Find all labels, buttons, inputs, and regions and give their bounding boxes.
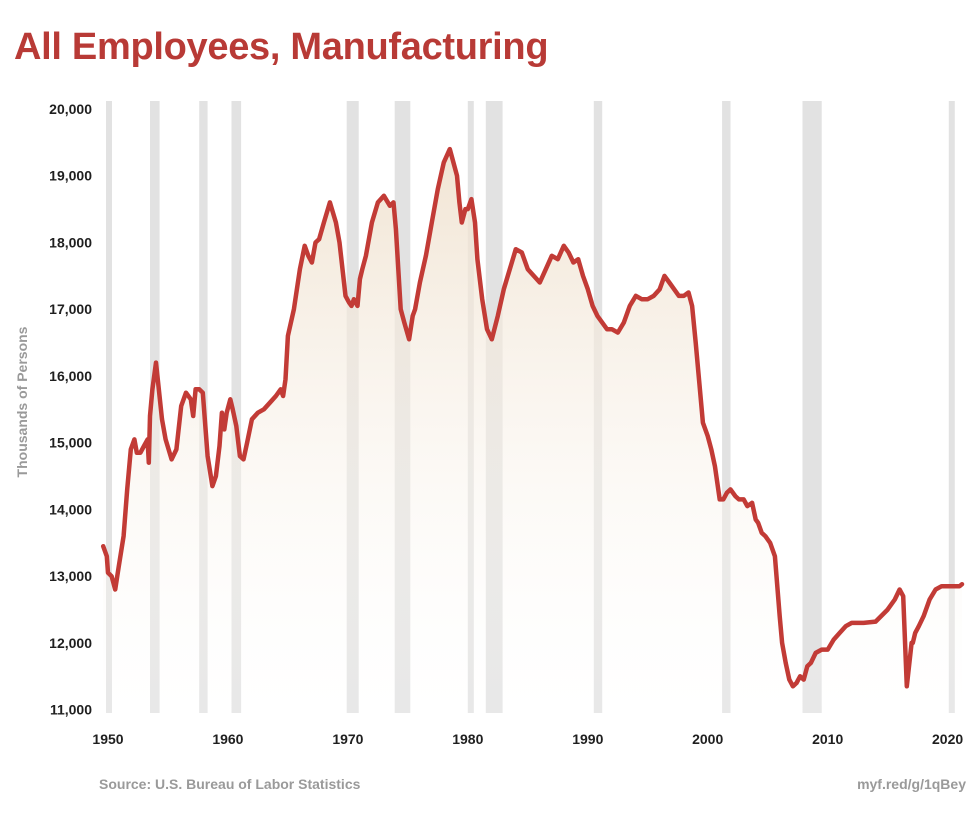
recession-band <box>231 101 242 713</box>
x-tick-label: 2000 <box>692 731 723 747</box>
x-tick-label: 1990 <box>572 731 603 747</box>
x-tick-label: 2020 <box>932 731 963 747</box>
recession-band <box>106 101 112 713</box>
y-tick-label: 14,000 <box>49 501 92 517</box>
y-tick-label: 16,000 <box>49 368 92 384</box>
short-link: myf.red/g/1qBey <box>857 776 966 792</box>
y-axis-label: Thousands of Persons <box>14 326 30 477</box>
source-note: Source: U.S. Bureau of Labor Statistics <box>99 776 361 792</box>
y-axis: 11,000 12,000 13,000 14,000 15,000 16,000 17,0… <box>49 101 92 718</box>
y-tick-label: 12,000 <box>49 635 92 651</box>
y-tick-label: 11,000 <box>50 702 92 718</box>
y-tick-label: 17,000 <box>49 301 92 317</box>
x-tick-label: 1950 <box>92 731 123 747</box>
recession-band <box>948 101 955 713</box>
y-tick-label: 18,000 <box>49 235 92 251</box>
y-tick-label: 13,000 <box>49 568 92 584</box>
recession-band <box>722 101 731 713</box>
x-tick-label: 1970 <box>332 731 363 747</box>
chart-title: All Employees, Manufacturing <box>14 26 549 68</box>
recession-band <box>802 101 822 713</box>
x-tick-label: 1960 <box>212 731 243 747</box>
y-tick-label: 15,000 <box>49 435 92 451</box>
series-line <box>100 146 965 689</box>
x-axis: 1950 1960 1970 1980 1990 2000 2010 2020 <box>92 731 963 747</box>
series-area <box>103 149 962 714</box>
x-tick-label: 2010 <box>812 731 843 747</box>
y-tick-label: 19,000 <box>49 168 92 184</box>
x-tick-label: 1980 <box>452 731 483 747</box>
y-tick-label: 20,000 <box>49 101 92 117</box>
